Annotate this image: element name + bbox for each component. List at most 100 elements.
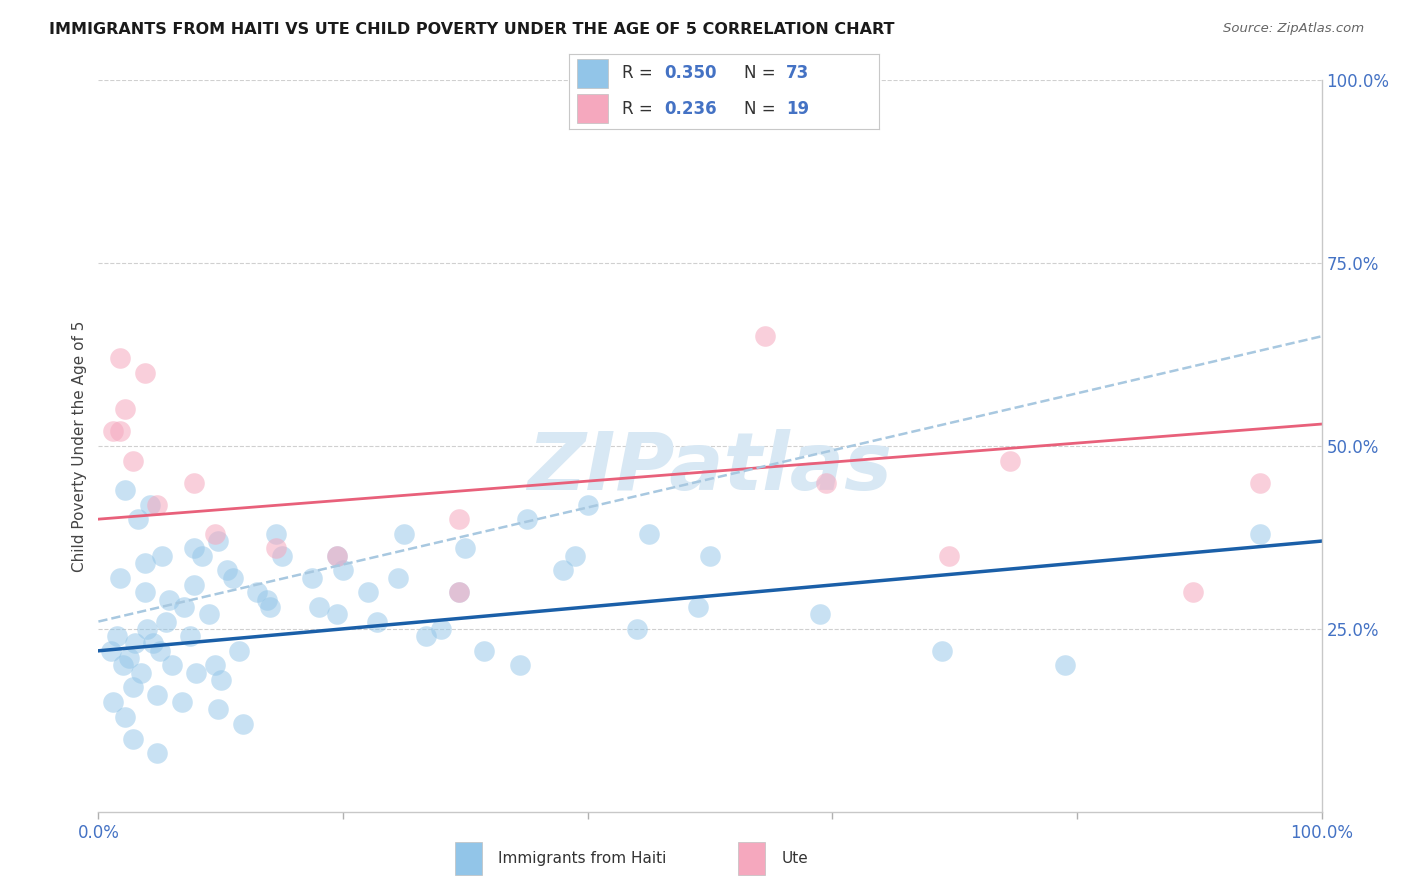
Point <box>454 541 477 556</box>
Text: 0.350: 0.350 <box>664 64 716 82</box>
Point <box>124 636 146 650</box>
Point <box>246 585 269 599</box>
Point <box>1053 658 1076 673</box>
Point <box>326 607 349 622</box>
Point <box>449 585 471 599</box>
Text: 73: 73 <box>786 64 810 82</box>
Point <box>118 651 141 665</box>
Point <box>155 615 177 629</box>
Point <box>228 644 250 658</box>
FancyBboxPatch shape <box>578 59 609 87</box>
Point <box>449 512 471 526</box>
Point <box>121 453 143 467</box>
Point <box>270 549 294 563</box>
FancyBboxPatch shape <box>456 842 482 874</box>
Point <box>1250 526 1272 541</box>
Text: N =: N = <box>744 100 782 118</box>
Point <box>215 563 238 577</box>
Text: 19: 19 <box>786 100 808 118</box>
Point <box>186 665 208 680</box>
Point <box>264 541 287 556</box>
Point <box>301 571 323 585</box>
Point <box>472 644 495 658</box>
Point <box>139 498 162 512</box>
FancyBboxPatch shape <box>578 95 609 123</box>
Text: 0.236: 0.236 <box>664 100 717 118</box>
Point <box>134 366 156 380</box>
Point <box>146 498 169 512</box>
Point <box>308 599 330 614</box>
Point <box>256 592 278 607</box>
Point <box>146 688 169 702</box>
Text: R =: R = <box>621 100 658 118</box>
Text: ZIPatlas: ZIPatlas <box>527 429 893 507</box>
Point <box>110 425 132 439</box>
Point <box>564 549 586 563</box>
Point <box>222 571 245 585</box>
Point <box>142 636 165 650</box>
Point <box>815 475 838 490</box>
Point <box>197 607 219 622</box>
Point <box>179 629 201 643</box>
Point <box>699 549 721 563</box>
Point <box>938 549 960 563</box>
Point <box>415 629 437 643</box>
Point <box>430 622 453 636</box>
Point <box>173 599 195 614</box>
Text: IMMIGRANTS FROM HAITI VS UTE CHILD POVERTY UNDER THE AGE OF 5 CORRELATION CHART: IMMIGRANTS FROM HAITI VS UTE CHILD POVER… <box>49 22 894 37</box>
Point <box>110 571 132 585</box>
Point <box>110 351 132 366</box>
Point <box>449 585 471 599</box>
Point <box>931 644 953 658</box>
Point <box>134 585 156 599</box>
Point <box>326 549 349 563</box>
Point <box>101 695 124 709</box>
Point <box>998 453 1021 467</box>
Point <box>149 644 172 658</box>
Point <box>127 512 149 526</box>
Point <box>626 622 648 636</box>
Point <box>136 622 159 636</box>
Point <box>259 599 281 614</box>
Point <box>754 329 776 343</box>
Point <box>366 615 388 629</box>
Point <box>170 695 193 709</box>
Point <box>183 578 205 592</box>
Point <box>114 483 136 497</box>
Point <box>204 658 226 673</box>
Point <box>121 731 143 746</box>
Point <box>516 512 538 526</box>
Point <box>121 681 143 695</box>
Point <box>114 402 136 417</box>
Point <box>100 644 122 658</box>
Point <box>114 709 136 723</box>
Point <box>576 498 599 512</box>
Point <box>332 563 354 577</box>
Text: Immigrants from Haiti: Immigrants from Haiti <box>498 851 666 866</box>
Point <box>150 549 173 563</box>
Point <box>146 746 169 760</box>
Point <box>129 665 152 680</box>
Point <box>1182 585 1205 599</box>
Point <box>191 549 214 563</box>
Y-axis label: Child Poverty Under the Age of 5: Child Poverty Under the Age of 5 <box>72 320 87 572</box>
Point <box>326 549 349 563</box>
Point <box>207 534 229 549</box>
Point <box>638 526 661 541</box>
Point <box>157 592 180 607</box>
Point <box>204 526 226 541</box>
Point <box>387 571 409 585</box>
Point <box>105 629 128 643</box>
Point <box>686 599 709 614</box>
Point <box>356 585 378 599</box>
Point <box>183 541 205 556</box>
Text: Source: ZipAtlas.com: Source: ZipAtlas.com <box>1223 22 1364 36</box>
Point <box>232 717 254 731</box>
Text: N =: N = <box>744 64 782 82</box>
Point <box>160 658 183 673</box>
Point <box>264 526 287 541</box>
Text: R =: R = <box>621 64 658 82</box>
Point <box>207 702 229 716</box>
Point <box>392 526 416 541</box>
Text: Ute: Ute <box>782 851 808 866</box>
